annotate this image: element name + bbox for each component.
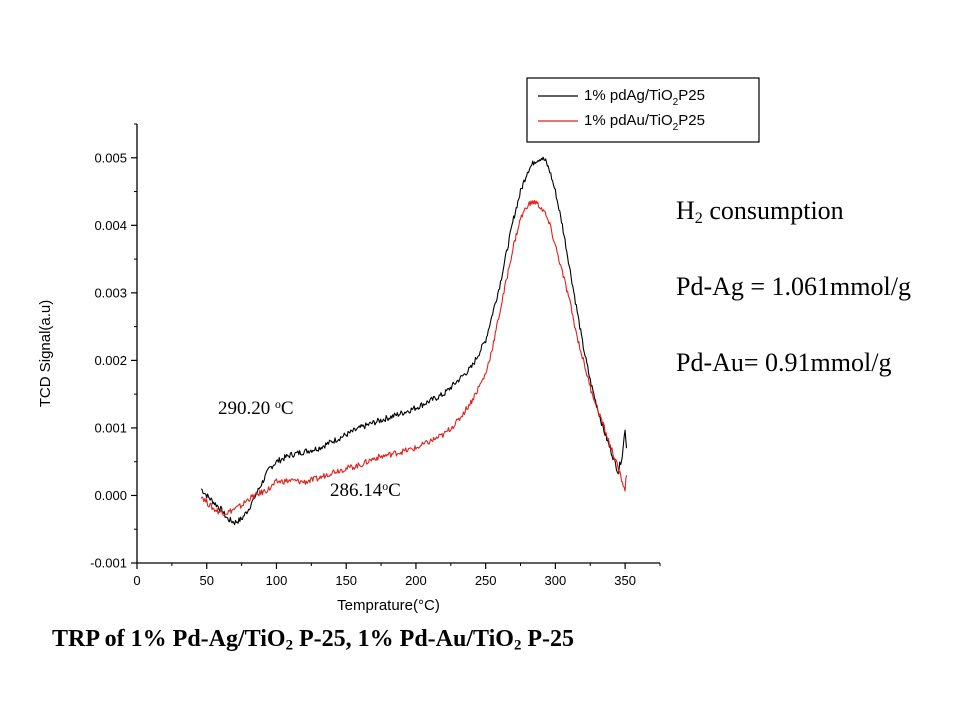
y-tick-label: 0.004	[94, 218, 127, 233]
x-tick-label: 150	[335, 573, 357, 588]
y-tick-label: 0.005	[94, 150, 127, 165]
pdau-consumption: Pd-Au= 0.91mmol/g	[676, 348, 892, 377]
x-tick-label: 300	[545, 573, 567, 588]
au-peak-label: 286.14oC	[330, 480, 401, 501]
y-tick-label: 0.003	[94, 285, 127, 300]
y-tick-label: 0.002	[94, 353, 127, 368]
y-axis-label: TCD Signal(a.u)	[37, 300, 54, 408]
legend-label: 1% pdAg/TiO2P25	[584, 87, 705, 108]
x-tick-label: 350	[614, 573, 636, 588]
h2-consumption-title: H2 consumption	[676, 196, 844, 228]
x-tick-label: 200	[405, 573, 427, 588]
y-tick-label: -0.001	[90, 556, 127, 571]
x-tick-label: 100	[266, 573, 288, 588]
ag-peak-label: 290.20 oC	[218, 398, 294, 419]
x-tick-label: 250	[475, 573, 497, 588]
legend-label: 1% pdAu/TiO2P25	[584, 112, 705, 133]
legend-box	[526, 77, 760, 143]
slide-caption: TRP of 1% Pd-Ag/TiO2 P-25, 1% Pd-Au/TiO2…	[52, 626, 575, 654]
pdag-consumption: Pd-Ag = 1.061mmol/g	[676, 272, 911, 301]
series-line-pdag	[200, 156, 628, 526]
x-tick-label: 50	[199, 573, 213, 588]
axes: 0 50 100 150 200 250 300 350 -0.001 0.000 0.001 0.0…	[37, 123, 661, 614]
plot-area	[200, 156, 628, 526]
y-tick-label: 0.000	[94, 488, 127, 503]
y-tick-label: 0.001	[94, 420, 127, 435]
legend: 1% pdAg/TiO2P25 1% pdAu/TiO2P25	[526, 77, 760, 143]
x-tick-label: 0	[133, 573, 140, 588]
x-axis-label: Temprature(°C)	[337, 597, 440, 614]
series-line-pdau	[200, 199, 628, 516]
